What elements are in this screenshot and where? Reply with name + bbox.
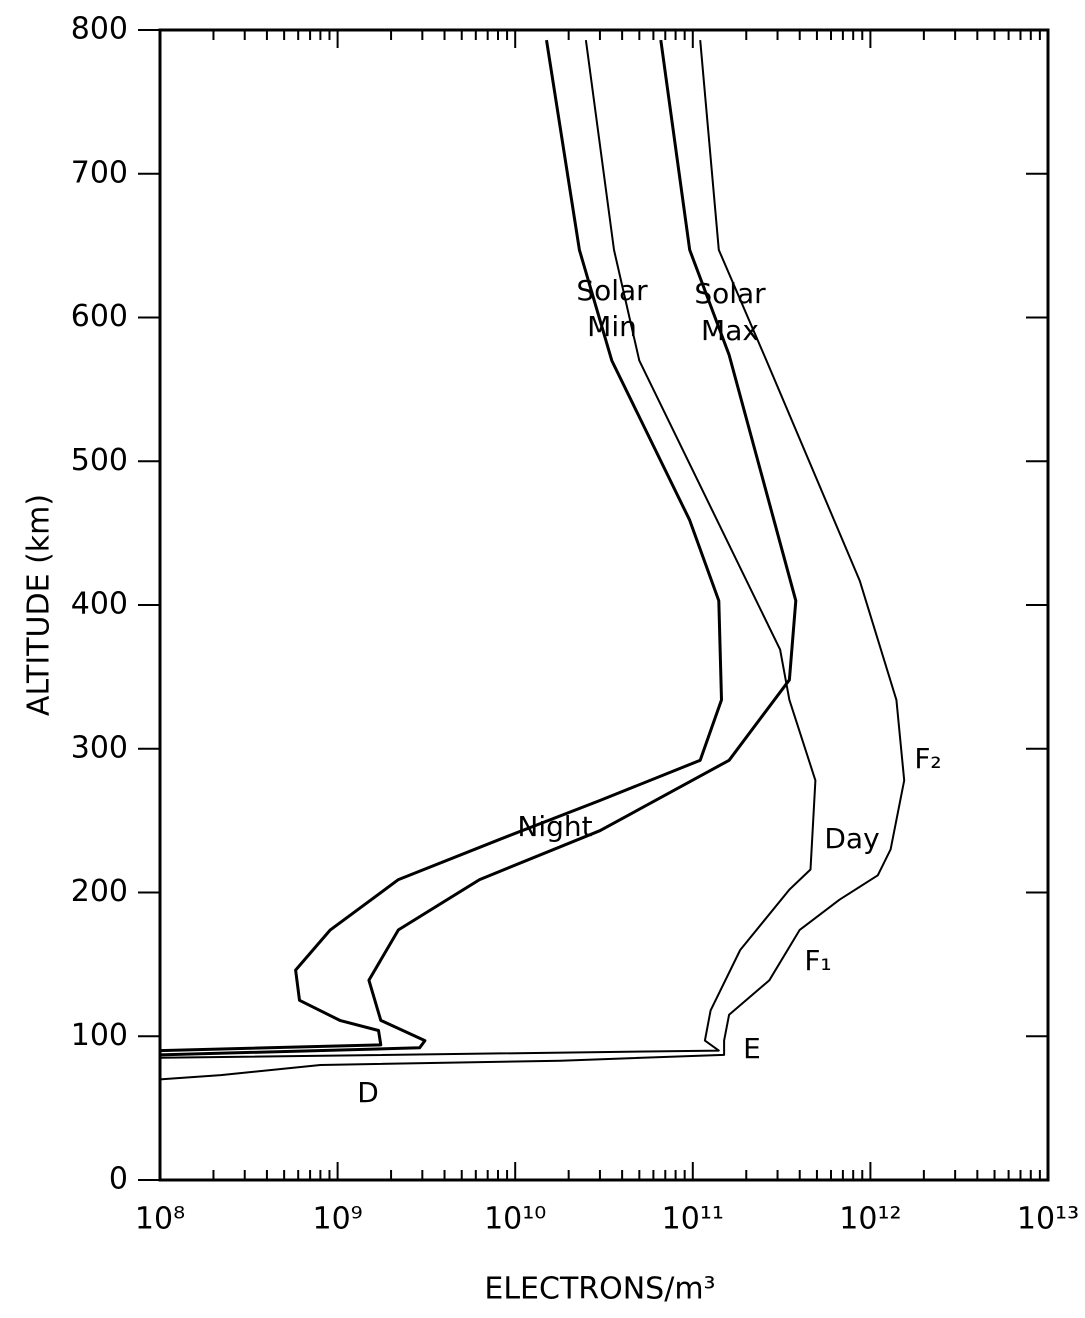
profile-line (159, 40, 906, 1081)
profile-line (159, 39, 798, 1057)
y-tick-label: 0 (109, 1162, 128, 1197)
annotation: Solar (576, 274, 648, 307)
annotation: Min (587, 310, 637, 343)
annotation: Night (517, 810, 592, 843)
annotation: Max (701, 314, 759, 347)
y-tick-label: 100 (71, 1018, 128, 1053)
x-tick-label: 10¹¹ (662, 1202, 724, 1237)
y-tick-label: 300 (71, 730, 128, 765)
plot-frame (158, 28, 1050, 1182)
annotation: F₁ (804, 944, 831, 977)
x-axis-label: ELECTRONS/m³ (484, 1272, 715, 1307)
x-tick-label: 10¹⁰ (484, 1202, 546, 1237)
annotation: Solar (694, 277, 766, 310)
annotation: Day (824, 822, 879, 855)
x-tick-label: 10⁸ (135, 1202, 185, 1237)
y-tick-label: 200 (71, 874, 128, 909)
profile-line (159, 39, 723, 1053)
x-tick-label: 10¹³ (1017, 1202, 1079, 1237)
x-tick-label: 10⁹ (312, 1202, 362, 1237)
annotation: E (743, 1032, 761, 1065)
y-tick-label: 800 (71, 12, 128, 47)
y-tick-label: 500 (71, 443, 128, 478)
annotation: F₂ (914, 742, 941, 775)
annotation: D (357, 1076, 379, 1109)
y-axis-label: ALTITUDE (km) (22, 494, 57, 716)
profile-line (159, 39, 817, 1059)
y-tick-label: 400 (71, 587, 128, 622)
x-tick-label: 10¹² (839, 1202, 901, 1237)
y-tick-label: 600 (71, 299, 128, 334)
y-tick-label: 700 (71, 155, 128, 190)
